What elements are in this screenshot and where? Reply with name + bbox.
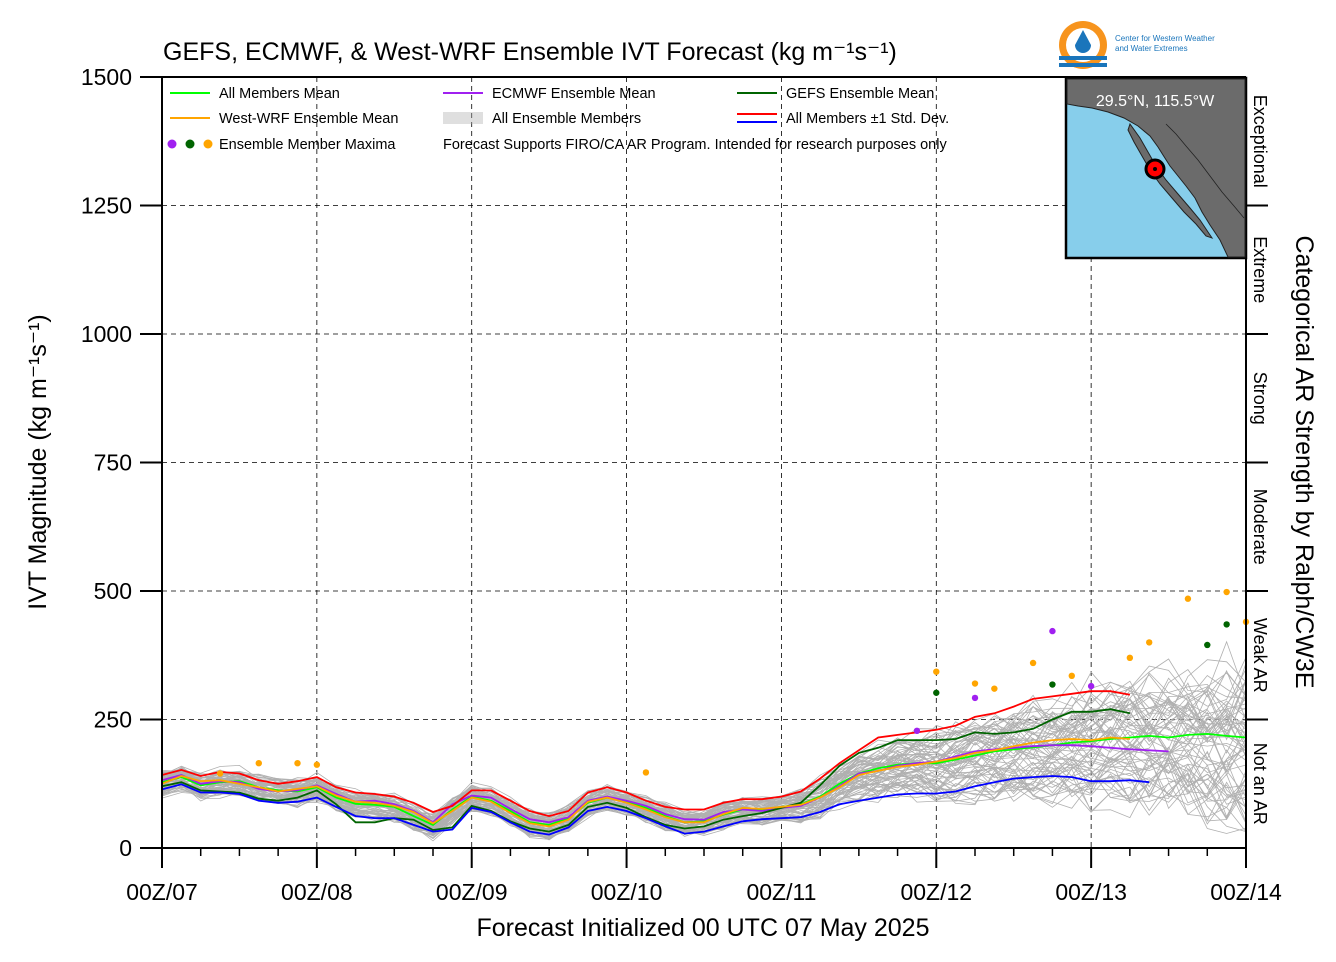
maxima-dot xyxy=(1204,641,1211,649)
maxima-dot xyxy=(642,769,650,776)
maxima-dot xyxy=(1223,621,1230,628)
cw3e-logo: Center for Western Weather and Water Ext… xyxy=(1059,21,1215,69)
legend-dot xyxy=(203,139,213,149)
category-label: Strong xyxy=(1250,372,1270,425)
ensemble-member-line xyxy=(161,750,1247,836)
maxima-dot xyxy=(933,689,940,696)
axes: 0 250 500 750 1000 1250 1500 00Z/07 00Z/08 00Z/09… xyxy=(81,64,1282,905)
x-tick-label: 00Z/11 xyxy=(746,879,816,905)
maxima-dot xyxy=(313,761,321,768)
y-tick-label: 250 xyxy=(94,707,132,733)
maxima-dot xyxy=(1184,595,1192,602)
maxima-dot xyxy=(1029,659,1037,667)
y-tick-label: 1250 xyxy=(81,193,132,219)
series-line xyxy=(161,775,1150,836)
legend-label: All Ensemble Members xyxy=(492,111,641,127)
grid-lines xyxy=(162,77,1246,848)
maxima-dot xyxy=(216,770,224,777)
maxima-dot xyxy=(991,685,998,692)
legend-label: GEFS Ensemble Mean xyxy=(786,86,934,102)
category-label: Not an AR xyxy=(1250,743,1270,825)
x-tick-label: 00Z/07 xyxy=(126,879,198,905)
y-tick-label: 0 xyxy=(119,835,132,861)
maxima-dot xyxy=(971,694,979,702)
category-label: Exceptional xyxy=(1250,95,1270,188)
y-axis-label: IVT Magnitude (kg m⁻¹s⁻¹) xyxy=(24,314,52,609)
x-tick-label: 00Z/10 xyxy=(591,879,663,905)
maxima-dot xyxy=(1049,627,1056,635)
category-label: Moderate xyxy=(1250,489,1270,565)
x-tick-label: 00Z/14 xyxy=(1210,879,1282,905)
ensemble-member-line xyxy=(161,700,1247,825)
ensemble-member-line xyxy=(161,757,1247,835)
y-tick-label: 1500 xyxy=(81,64,132,90)
chart-title: GEFS, ECMWF, & West-WRF Ensemble IVT For… xyxy=(163,38,897,66)
ensemble-member-line xyxy=(161,759,1247,840)
logo-line2: and Water Extremes xyxy=(1115,44,1188,53)
legend-label: ECMWF Ensemble Mean xyxy=(492,86,656,102)
ensemble-maxima-dots xyxy=(216,588,1250,777)
x-tick-label: 00Z/08 xyxy=(281,879,353,905)
inset-location-label: 29.5°N, 115.5°W xyxy=(1096,93,1215,110)
legend: All Members Mean ECMWF Ensemble Mean GEFS … xyxy=(167,86,949,153)
legend-label: All Members ±1 Std. Dev. xyxy=(786,111,949,127)
maxima-dot xyxy=(971,680,979,687)
maxima-dot xyxy=(294,759,301,767)
x-axis-label: Forecast Initialized 00 UTC 07 May 2025 xyxy=(477,914,930,942)
ensemble-member-line xyxy=(161,679,1247,823)
maxima-dot xyxy=(1068,672,1075,680)
legend-note: Forecast Supports FIRO/CA AR Program. In… xyxy=(443,137,947,153)
right-axis-label: Categorical AR Strength by Ralph/CW3E xyxy=(1290,236,1318,689)
maxima-dot xyxy=(933,668,940,675)
y-tick-label: 500 xyxy=(94,578,132,604)
series-line xyxy=(161,732,1247,826)
y-tick-label: 750 xyxy=(94,450,132,476)
x-tick-label: 00Z/12 xyxy=(900,879,972,905)
x-tick-label: 00Z/09 xyxy=(436,879,508,905)
ensemble-member-line xyxy=(161,692,1247,823)
legend-label: West-WRF Ensemble Mean xyxy=(219,111,398,127)
maxima-dot xyxy=(1049,681,1056,688)
logo-line1: Center for Western Weather xyxy=(1115,34,1215,43)
ensemble-member-line xyxy=(161,662,1247,823)
inset-map: 29.5°N, 115.5°W xyxy=(1064,76,1248,260)
maxima-dot xyxy=(255,759,262,767)
series-line xyxy=(161,690,1131,818)
ensemble-member-line xyxy=(161,717,1247,822)
category-label: Weak AR xyxy=(1250,618,1270,693)
x-tick-label: 00Z/13 xyxy=(1055,879,1127,905)
series-line xyxy=(161,708,1131,833)
maxima-dot xyxy=(1126,654,1134,662)
legend-dot xyxy=(185,139,195,149)
legend-label: Ensemble Member Maxima xyxy=(219,137,396,153)
ensemble-member-line xyxy=(161,759,1247,835)
maxima-dot xyxy=(1087,682,1095,690)
series-line xyxy=(161,736,1130,828)
maxima-dot xyxy=(1223,588,1230,596)
maxima-dot xyxy=(1146,639,1153,646)
legend-dot xyxy=(167,139,177,149)
maxima-dot xyxy=(913,727,921,735)
y-tick-label: 1000 xyxy=(81,321,132,347)
legend-label: All Members Mean xyxy=(219,86,340,102)
land-mass xyxy=(1066,78,1246,258)
category-label: Extreme xyxy=(1250,236,1270,303)
series-lines xyxy=(161,690,1247,836)
